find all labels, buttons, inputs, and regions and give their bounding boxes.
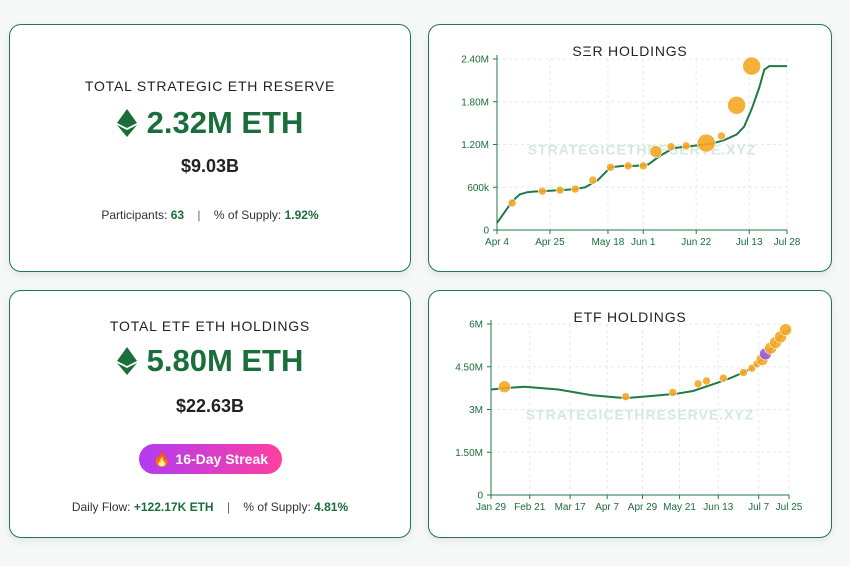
x-tick-label: Jun 1 — [631, 237, 656, 248]
fire-icon: 🔥 — [152, 450, 171, 467]
purchase-marker — [538, 186, 547, 196]
x-tick-label: May 18 — [592, 237, 625, 248]
purchase-marker — [702, 376, 711, 386]
purchase-marker — [649, 145, 663, 158]
x-tick-label: Jul 25 — [776, 502, 803, 513]
ser-amount: 2.32M ETH — [146, 105, 304, 140]
etf-supply-label: % of Supply: — [243, 500, 311, 514]
purchase-marker — [693, 379, 703, 389]
etf-card-title: TOTAL ETF ETH HOLDINGS — [109, 318, 311, 334]
y-tick-label: 0 — [483, 226, 489, 237]
y-tick-label: 1.80M — [461, 97, 489, 108]
y-tick-label: 3M — [469, 405, 483, 416]
chart-watermark: STRATEGICETHRESERVE.XYZ — [526, 407, 755, 423]
x-tick-label: Jul 7 — [748, 502, 770, 513]
purchase-marker — [507, 198, 517, 208]
purchase-marker — [717, 131, 726, 141]
purchase-marker — [570, 184, 580, 194]
purchase-marker — [681, 141, 691, 151]
etf-meta-row: Daily Flow: +122.17K ETH | % of Supply: … — [10, 500, 410, 514]
etf-holdings-chart-card: ETF HOLDINGS 0 1.50M 3M 4.50M 6M Jan 29 Feb 21… — [428, 290, 832, 538]
ser-card-title: TOTAL STRATEGIC ETH RESERVE — [84, 78, 336, 94]
participants-label: Participants: — [101, 208, 168, 222]
etf-summary-card: TOTAL ETF ETH HOLDINGS 5.80M ETH $22.63B… — [9, 290, 411, 538]
etf-holdings-chart[interactable]: 0 1.50M 3M 4.50M 6M Jan 29 Feb 21 Mar 17 Apr 7 Ap… — [429, 291, 831, 537]
ethereum-icon — [116, 109, 137, 137]
y-tick-label: 2.40M — [461, 55, 489, 66]
x-tick-label: Apr 25 — [535, 237, 565, 248]
purchase-marker — [742, 56, 761, 76]
etf-supply-value: 4.81% — [314, 500, 349, 514]
ser-holdings-chart[interactable]: 0 600k 1.20M 1.80M 2.40M Apr 4 Apr 25 May 18 Jun… — [429, 25, 831, 271]
x-tick-label: Jul 13 — [736, 237, 763, 248]
y-tick-label: 1.20M — [461, 140, 489, 151]
purchase-marker — [668, 388, 678, 397]
participants-value: 63 — [170, 208, 185, 222]
x-tick-label: Jun 22 — [681, 237, 711, 248]
series-line — [496, 65, 787, 224]
etf-amount-row: 5.80M ETH — [10, 343, 410, 379]
y-tick-label: 0 — [477, 491, 483, 502]
purchase-marker — [638, 161, 648, 171]
x-tick-label: Mar 17 — [555, 502, 587, 513]
y-tick-label: 600k — [467, 183, 490, 194]
ethereum-icon — [116, 347, 137, 375]
purchase-marker — [719, 373, 728, 383]
ser-holdings-chart-card: SΞR HOLDINGS 0 600k 1.20M 1.80M 2.40M Apr 4 Ap… — [428, 24, 832, 272]
purchase-marker — [727, 96, 746, 115]
ser-usd-value: $9.03B — [180, 156, 240, 176]
purchase-marker — [498, 380, 511, 393]
y-tick-label: 6M — [469, 320, 483, 331]
meta-divider: | — [197, 208, 201, 222]
x-tick-label: Apr 7 — [595, 502, 619, 513]
x-tick-label: May 21 — [663, 502, 696, 513]
series-line — [490, 328, 790, 400]
etf-amount: 5.80M ETH — [146, 343, 304, 378]
ser-amount-row: 2.32M ETH — [10, 105, 410, 141]
x-tick-label: Feb 21 — [514, 502, 546, 513]
y-tick-label: 1.50M — [455, 448, 483, 459]
chart-watermark: STRATEGICETHRESERVE.XYZ — [528, 142, 757, 158]
x-tick-label: Jul 28 — [774, 237, 801, 248]
x-tick-label: Jun 13 — [703, 502, 733, 513]
streak-label: 16-Day Streak — [175, 451, 269, 467]
purchase-marker — [588, 175, 598, 185]
purchase-marker — [606, 163, 615, 172]
y-tick-label: 4.50M — [455, 362, 483, 373]
purchase-marker — [666, 142, 676, 151]
etf-usd-value: $22.63B — [175, 396, 245, 416]
purchase-marker — [739, 368, 748, 377]
x-tick-label: Apr 4 — [485, 237, 509, 248]
ser-supply-label: % of Supply: — [213, 208, 282, 222]
x-tick-label: Apr 29 — [628, 502, 658, 513]
ser-supply-value: 1.92% — [284, 208, 319, 222]
purchase-marker — [621, 392, 630, 401]
x-tick-label: Jan 29 — [476, 502, 506, 513]
daily-flow-label: Daily Flow: — [71, 500, 131, 514]
streak-badge: 🔥 16-Day Streak — [139, 444, 282, 474]
ser-summary-card: TOTAL STRATEGIC ETH RESERVE 2.32M ETH $9… — [9, 24, 411, 272]
purchase-marker — [697, 133, 716, 153]
meta-divider: | — [226, 500, 231, 514]
purchase-marker — [623, 161, 633, 171]
purchase-marker — [555, 185, 565, 195]
ser-meta-row: Participants: 63 | % of Supply: 1.92% — [10, 208, 410, 222]
daily-flow-value: +122.17K ETH — [133, 500, 214, 514]
purchase-marker — [779, 323, 792, 337]
